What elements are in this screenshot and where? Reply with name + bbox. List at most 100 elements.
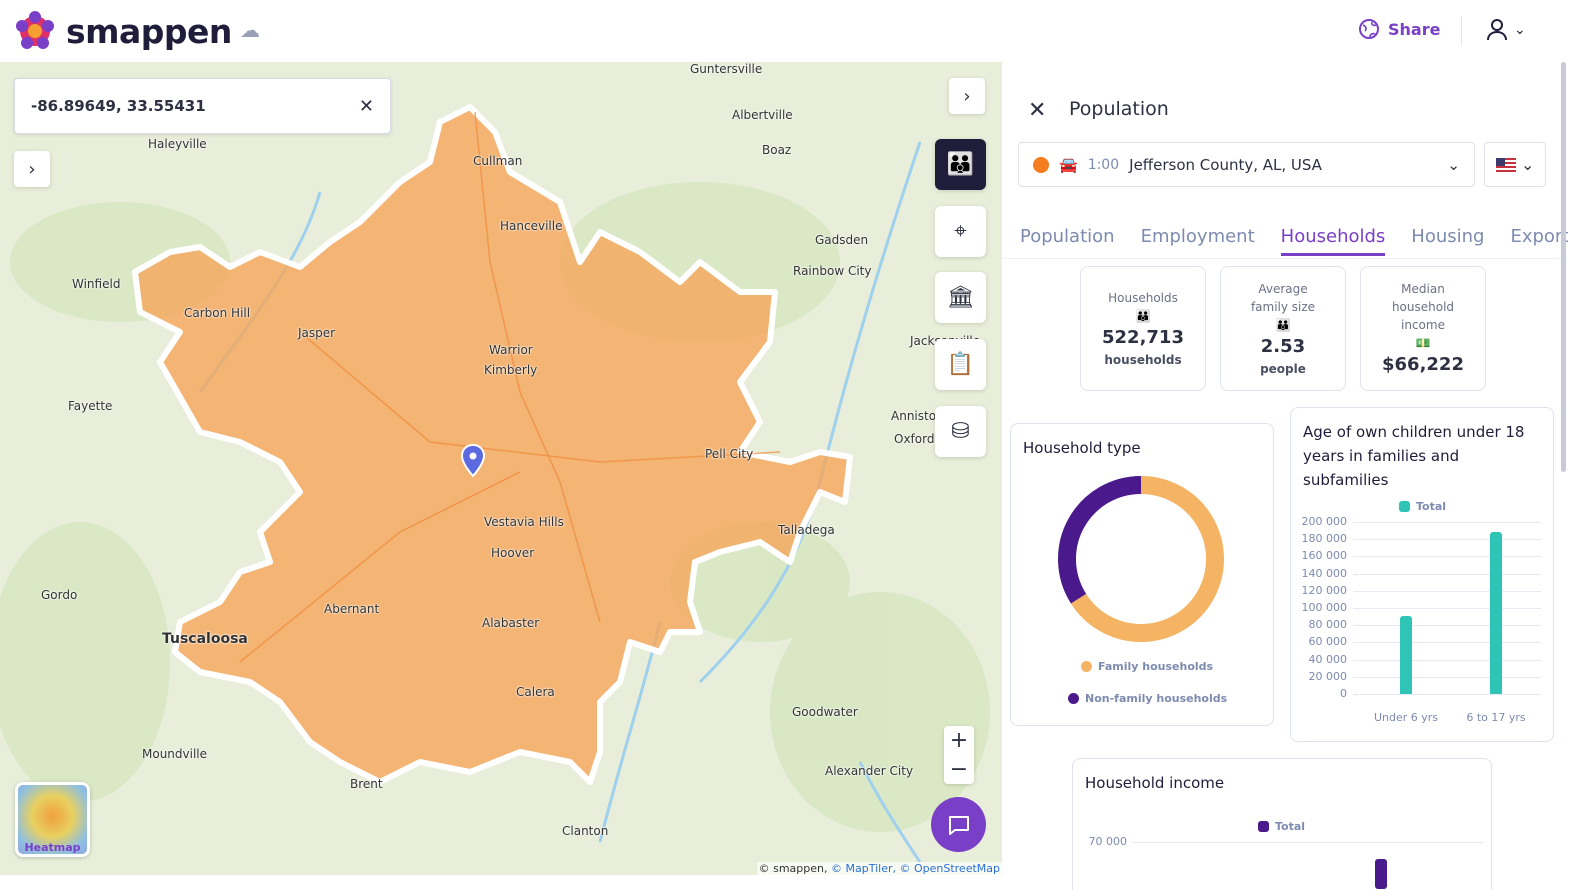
legend-item[interactable]: Family households bbox=[1081, 660, 1213, 673]
chevron-down-icon: ⌄ bbox=[1520, 155, 1535, 174]
gridline bbox=[1353, 659, 1541, 661]
donut-slice[interactable] bbox=[1058, 476, 1142, 604]
map-label: Fayette bbox=[68, 399, 113, 413]
map-canvas bbox=[0, 62, 1002, 875]
map-label: Goodwater bbox=[792, 705, 858, 719]
share-button[interactable]: Share bbox=[1358, 18, 1440, 40]
map-label: Carbon Hill bbox=[184, 306, 251, 320]
population-tool-button[interactable]: 👪 bbox=[935, 139, 986, 190]
map-label: Warrior bbox=[489, 343, 533, 357]
legend-item[interactable]: Non-family households bbox=[1068, 692, 1227, 705]
clipboard-icon: 📋 bbox=[946, 352, 975, 377]
poi-tool-button[interactable]: ⌖ bbox=[935, 206, 986, 257]
us-flag-icon bbox=[1495, 157, 1516, 172]
gridline bbox=[1353, 642, 1541, 644]
map-label: Abernant bbox=[324, 602, 380, 616]
user-menu[interactable]: ⌄ bbox=[1486, 18, 1526, 42]
tab-export[interactable]: Export bbox=[1510, 226, 1568, 247]
location-pin-icon[interactable] bbox=[460, 444, 486, 478]
y-tick-label: 20 000 bbox=[1308, 669, 1348, 683]
map-label: Winfield bbox=[72, 277, 121, 291]
tab-employment[interactable]: Employment bbox=[1140, 226, 1255, 247]
osm-link[interactable]: © OpenStreetMap bbox=[899, 862, 1000, 875]
smappen-logo[interactable]: smappen bbox=[14, 10, 232, 52]
institution-icon: 🏛 bbox=[946, 285, 975, 310]
x-tick-label: Under 6 yrs bbox=[1373, 711, 1439, 724]
chevron-down-icon: ⌄ bbox=[1514, 22, 1526, 38]
y-tick-label: 160 000 bbox=[1301, 549, 1348, 563]
gridline bbox=[1353, 522, 1541, 523]
car-icon: 🚘 bbox=[1059, 155, 1078, 174]
user-icon bbox=[1487, 19, 1507, 41]
country-selector[interactable]: ⌄ bbox=[1484, 142, 1546, 187]
data-tool-button[interactable]: ⛁ bbox=[935, 406, 986, 457]
search-value: -86.89649, 33.55431 bbox=[31, 97, 206, 115]
map-label: Gordo bbox=[41, 588, 78, 602]
close-panel-icon[interactable]: ✕ bbox=[1028, 98, 1047, 123]
tab-divider bbox=[1002, 258, 1568, 259]
map-label: Oxford bbox=[894, 432, 935, 446]
map[interactable]: Guntersville Albertville Haleyville Cull… bbox=[0, 62, 1002, 875]
tab-households[interactable]: Households bbox=[1280, 226, 1386, 256]
gridline bbox=[1353, 676, 1541, 678]
tab-population[interactable]: Population bbox=[1020, 226, 1115, 247]
y-tick-label: 0 bbox=[1340, 687, 1347, 700]
panel-scrollbar[interactable] bbox=[1561, 62, 1566, 472]
y-tick-label: 80 000 bbox=[1308, 618, 1348, 632]
legend-swatch bbox=[1081, 661, 1092, 672]
cloud-sync-icon: ☁ bbox=[240, 18, 260, 42]
panel-title: Population bbox=[1069, 98, 1169, 120]
clear-search-icon[interactable]: ✕ bbox=[358, 95, 374, 117]
report-tool-button[interactable]: 📋 bbox=[935, 339, 986, 390]
legend-item[interactable]: Total bbox=[1399, 500, 1446, 513]
gridline bbox=[1353, 590, 1541, 592]
donut-slice[interactable] bbox=[1070, 476, 1224, 642]
catchment-area bbox=[132, 104, 853, 785]
zoom-controls: + − bbox=[944, 726, 974, 784]
stat-unit: households bbox=[1104, 352, 1182, 367]
bar[interactable] bbox=[1490, 532, 1502, 694]
maptiler-link[interactable]: © MapTiler, bbox=[830, 862, 896, 875]
map-label: Anniston bbox=[891, 409, 944, 423]
legend-swatch bbox=[1399, 501, 1410, 512]
y-tick-label: 60 000 bbox=[1308, 635, 1348, 649]
map-label: Vestavia Hills bbox=[484, 515, 564, 529]
legend-label: Family households bbox=[1098, 660, 1214, 673]
zoom-in-button[interactable]: + bbox=[949, 728, 969, 753]
brand-name: smappen bbox=[66, 11, 232, 51]
gridline bbox=[1353, 556, 1541, 558]
legend-item[interactable]: Total bbox=[1258, 820, 1305, 833]
zoom-out-button[interactable]: − bbox=[949, 757, 969, 782]
area-selector[interactable]: 🚘 1:00 Jefferson County, AL, USA ⌄ bbox=[1018, 142, 1475, 187]
collapse-panel-button[interactable]: › bbox=[949, 78, 985, 114]
institution-tool-button[interactable]: 🏛 bbox=[935, 272, 986, 323]
expand-sidebar-button[interactable]: › bbox=[14, 151, 50, 187]
map-label: Calera bbox=[516, 685, 555, 699]
bar[interactable] bbox=[1375, 859, 1387, 889]
map-label: Jasper bbox=[298, 326, 336, 340]
coordinate-search-input[interactable]: -86.89649, 33.55431 ✕ bbox=[14, 78, 391, 134]
app-header: smappen ☁ Share ⌄ bbox=[0, 0, 1595, 62]
chevron-right-icon: › bbox=[28, 158, 36, 180]
tab-housing[interactable]: Housing bbox=[1411, 226, 1485, 247]
map-label: Guntersville bbox=[690, 62, 763, 76]
gridline bbox=[1353, 608, 1541, 609]
bar[interactable] bbox=[1400, 615, 1412, 694]
legend-label: Non-family households bbox=[1085, 692, 1228, 705]
stat-label: Average family size bbox=[1250, 281, 1316, 314]
gridline bbox=[1353, 573, 1541, 575]
y-tick-label: 100 000 bbox=[1301, 601, 1348, 614]
chevron-down-icon: ⌄ bbox=[1447, 155, 1460, 174]
map-label: Hanceville bbox=[500, 219, 563, 233]
chart-title: Household income bbox=[1085, 774, 1225, 792]
legend-swatch bbox=[1068, 693, 1079, 704]
map-label: Brent bbox=[350, 777, 383, 791]
stat-value: 522,713 bbox=[1102, 326, 1184, 348]
heatmap-toggle[interactable]: Heatmap bbox=[15, 782, 90, 857]
map-label: Cullman bbox=[473, 154, 523, 168]
gridline bbox=[1353, 539, 1541, 541]
chat-button[interactable] bbox=[931, 797, 986, 852]
map-label: Hoover bbox=[491, 546, 535, 560]
stat-unit: people bbox=[1260, 361, 1306, 376]
donut-chart bbox=[1058, 476, 1224, 642]
